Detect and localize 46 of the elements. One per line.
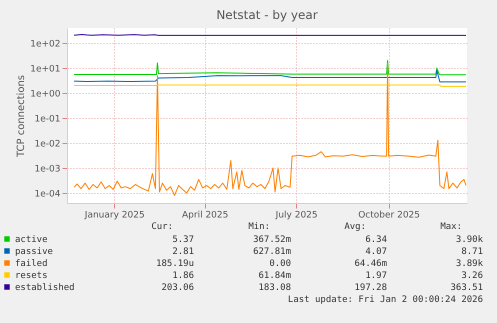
chart-title: Netstat - by year <box>216 8 318 22</box>
text: 627.81m <box>253 247 291 257</box>
text: 363.51 <box>450 283 483 293</box>
y-tick-label: 1e+01 <box>30 64 60 75</box>
legend-label: failed <box>15 259 48 269</box>
text: 4.07 <box>365 247 387 257</box>
legend-label: established <box>15 283 75 293</box>
text: 8.71 <box>461 247 483 257</box>
text: 183.08 <box>258 283 291 293</box>
text: 61.84m <box>258 271 291 281</box>
text: 0.00 <box>269 259 291 269</box>
y-tick-label: 1e+00 <box>30 90 61 100</box>
y-tick-label: 1e-02 <box>34 140 60 150</box>
text: 2.81 <box>172 247 194 257</box>
x-tick-label: October 2025 <box>358 210 420 220</box>
legend-label: resets <box>15 271 48 281</box>
text: 64.46m <box>354 259 387 269</box>
text: Max: <box>440 222 462 232</box>
legend-label: passive <box>15 247 53 257</box>
y-axis-title: TCP connections <box>16 74 28 158</box>
text: 203.06 <box>161 283 194 293</box>
line-series <box>74 62 466 196</box>
text: 185.19u <box>156 259 194 269</box>
text: 3.26 <box>461 271 483 281</box>
y-tick-label: 1e+02 <box>30 40 60 50</box>
text: 1.97 <box>365 271 387 281</box>
line-series <box>74 60 466 76</box>
text: 3.90k <box>456 235 484 245</box>
line-series <box>74 70 466 82</box>
text: 6.34 <box>365 235 387 245</box>
y-tick-label: 1e-01 <box>34 114 60 125</box>
x-tick-label: July 2025 <box>274 210 318 220</box>
text: 367.52m <box>253 235 291 245</box>
text: 5.37 <box>172 235 194 245</box>
y-tick-label: 1e-03 <box>34 164 60 175</box>
x-tick-label: January 2025 <box>84 210 145 220</box>
x-tick-label: April 2025 <box>182 210 228 220</box>
text: Last update: Fri Jan 2 00:00:24 2026 <box>288 295 483 305</box>
text: 197.28 <box>354 283 387 293</box>
text: Min: <box>248 222 270 232</box>
text: Cur: <box>151 222 173 232</box>
y-tick-label: 1e-04 <box>34 190 61 200</box>
text: 1.86 <box>172 271 194 281</box>
text: 3.89k <box>456 259 484 269</box>
legend-label: active <box>15 235 48 245</box>
text: Avg: <box>344 222 366 232</box>
